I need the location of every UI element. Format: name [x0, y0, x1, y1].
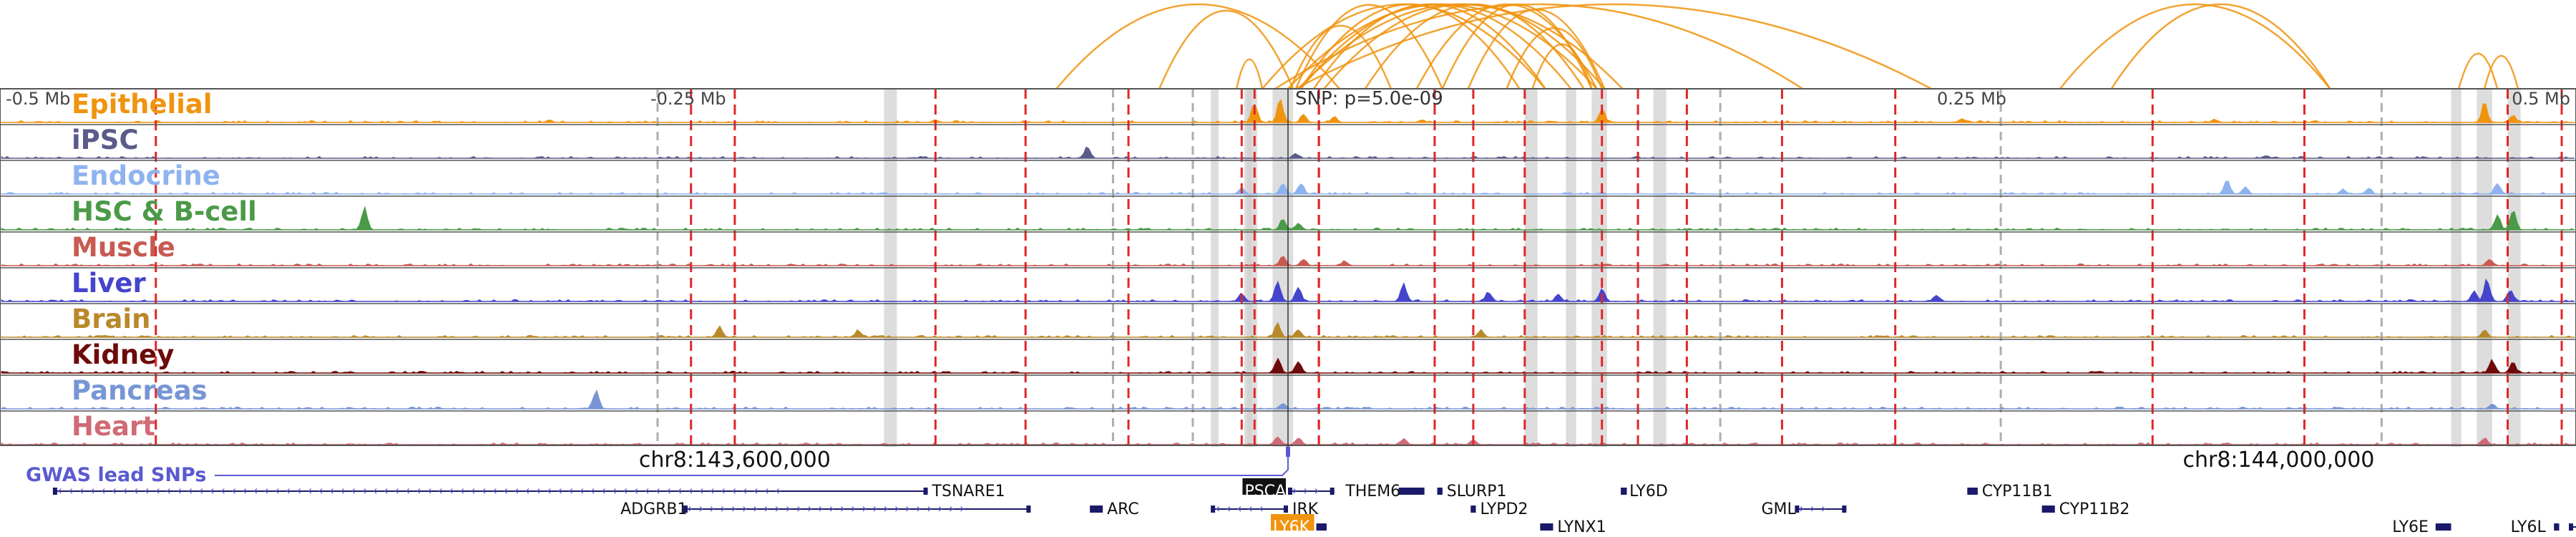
gene-strand-arrows: ‹‹‹‹‹	[1215, 501, 1269, 516]
gene-exon	[1398, 488, 1425, 495]
chromatin-loops	[1055, 3, 2519, 90]
gene-exon	[1090, 505, 1103, 513]
gene-label: PSCA	[1244, 483, 1286, 500]
loop-arc	[1274, 3, 1803, 90]
track-labels: Epithelial iPSC Endocrine HSC & B-cell Muscl…	[72, 89, 257, 442]
gene-label: SLURP1	[1447, 483, 1507, 500]
loop-arc	[1299, 3, 1521, 90]
gene-exon	[683, 505, 688, 513]
gene-exon	[1842, 505, 1847, 513]
loop-arc	[2110, 3, 2331, 90]
gene-exon	[1540, 523, 1553, 531]
gene-label-highlight	[1242, 478, 1286, 495]
track-label: Pancreas	[72, 375, 208, 406]
gene-label: LY6E	[2392, 518, 2429, 536]
gene-exon	[923, 488, 928, 495]
loop-arc	[1467, 8, 1606, 90]
loop-arc	[1312, 3, 1546, 90]
gene-label: LY6L	[2511, 518, 2547, 536]
gene-exon	[1420, 488, 1425, 495]
gene-exon	[2435, 523, 2451, 531]
x-tick-label: -0.25 Mb	[650, 89, 726, 109]
gene-exon	[1288, 488, 1292, 495]
gene-label: CYP11B2	[2059, 500, 2130, 518]
track-label: Heart	[72, 411, 155, 442]
track-label: Liver	[72, 268, 146, 299]
track-label: Endocrine	[72, 160, 220, 191]
gene-exon	[1438, 488, 1443, 495]
loop-arc	[1235, 58, 1264, 90]
loop-arc	[1158, 9, 1294, 90]
gene-label: GML	[1761, 500, 1796, 518]
gene-exon	[52, 488, 57, 495]
gene-label: ARC	[1107, 500, 1139, 518]
gene-strand-arrows: ››››››››››››››››››››››››››	[688, 501, 970, 516]
gene-exon	[1548, 523, 1553, 531]
track-label: Muscle	[72, 232, 175, 263]
gene-exon	[2050, 505, 2055, 513]
gwas-snp-connector	[215, 447, 1289, 476]
gene-track: ‹‹‹‹‹‹‹‹‹‹‹‹‹‹‹‹‹‹‹‹‹‹‹‹‹‹‹‹‹‹‹‹‹‹‹‹‹‹‹‹…	[52, 478, 2576, 536]
x-tick-label: 0.5 Mb	[2512, 89, 2570, 109]
gene-exon	[1211, 505, 1216, 513]
gene-exon	[1322, 523, 1327, 531]
track-label: Kidney	[72, 339, 174, 370]
gene-exon	[2446, 523, 2451, 531]
gene-exon	[2569, 523, 2573, 531]
track-label: iPSC	[72, 125, 139, 155]
gene-exon	[2041, 505, 2055, 513]
gene-exon	[1471, 505, 1476, 513]
gene-exon	[1967, 488, 1978, 495]
loop-arc	[2483, 54, 2519, 90]
gene-exon	[1795, 505, 1800, 513]
coordinate-labels: chr8:143,600,000 chr8:144,000,000	[639, 448, 2374, 473]
gene-strand-arrows: ›››	[1799, 501, 1832, 516]
x-tick-label: 0.25 Mb	[1937, 89, 2006, 109]
loop-arc	[1531, 43, 1593, 90]
track-label: Brain	[72, 304, 150, 334]
track-label: HSC & B-cell	[72, 196, 257, 227]
track-signal	[1, 436, 2575, 445]
gene-label: LY6K	[1273, 518, 1310, 536]
coordinate-label: chr8:143,600,000	[639, 448, 831, 473]
gene-label-highlight	[1270, 513, 1314, 531]
loop-arc	[1295, 3, 1932, 90]
gene-label: ADGRB1	[620, 500, 687, 518]
gene-strand-arrows: ‹‹‹‹‹‹‹‹‹‹‹‹‹‹‹‹‹‹‹‹‹‹‹‹‹‹‹‹‹‹‹‹‹‹‹‹‹‹‹‹…	[57, 483, 786, 498]
track-label: Epithelial	[72, 89, 213, 120]
gene-exon	[1316, 523, 1327, 531]
loop-arc	[1506, 27, 1603, 90]
gene-exon	[1284, 505, 1288, 513]
coordinate-label: chr8:144,000,000	[2183, 448, 2375, 473]
gwas-snp-mark	[1286, 447, 1290, 457]
loop-arc	[2059, 3, 2331, 90]
gene-exon	[1621, 488, 1626, 495]
loop-arc	[1364, 3, 1585, 90]
gene-strand-arrows: ›››	[1292, 483, 1325, 498]
gene-label: THEM6	[1345, 483, 1400, 500]
gene-exon	[1330, 488, 1335, 495]
gene-exon	[1026, 505, 1031, 513]
x-tick-label: -0.5 Mb	[6, 89, 70, 109]
gene-exon	[1973, 488, 1978, 495]
loop-arc	[1294, 4, 1443, 90]
gwas-track: GWAS lead SNPs	[26, 447, 1290, 486]
gene-exon	[2555, 523, 2560, 531]
loop-arc	[2457, 52, 2499, 90]
gene-label: LY6D	[1629, 483, 1668, 500]
gene-exon	[1098, 505, 1103, 513]
gene-label: LYPD2	[1480, 500, 1528, 518]
gwas-label: GWAS lead SNPs	[26, 464, 206, 486]
loop-arc	[1289, 24, 1392, 90]
gene-label: TSNARE1	[932, 483, 1005, 500]
x-axis-ticks: -0.5 Mb -0.25 Mb 0.25 Mb 0.5 Mb	[6, 89, 2570, 109]
snp-label: SNP: p=5.0e-09	[1295, 88, 1443, 110]
gene-label: LYNX1	[1557, 518, 1606, 536]
gene-label: CYP11B1	[1982, 483, 2053, 500]
